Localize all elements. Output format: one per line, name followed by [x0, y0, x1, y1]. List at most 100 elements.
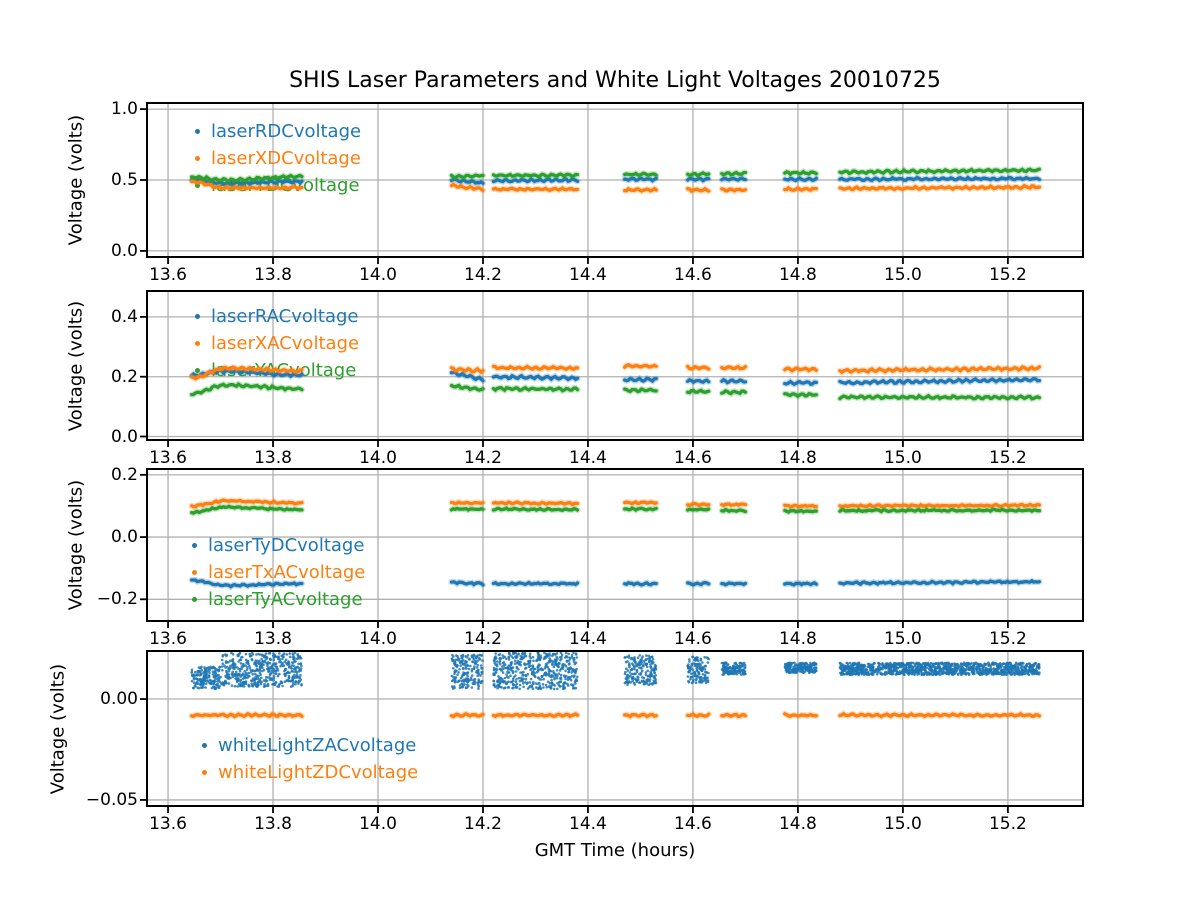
legend-marker-dot-icon [192, 569, 197, 575]
plot-data [140, 290, 1084, 447]
series-laserXDCvoltage [188, 178, 1043, 195]
series-laserTyDCvoltage [188, 577, 1043, 591]
x-tick-label: 14.6 [674, 814, 712, 834]
gridlines [146, 290, 1084, 441]
subplot-laser-tuning-voltages: Voltage (volts) laserTyDCvoltage laserTxA… [0, 464, 1200, 649]
subplot-laser-ac-voltages: Voltage (volts) laserRACvoltage laserXACv… [0, 290, 1200, 468]
axes-frame [146, 650, 1084, 807]
series-whiteLightZDCvoltage [188, 710, 1043, 721]
legend-marker-dot-icon [195, 367, 200, 373]
legend-marker-dot-icon [192, 542, 197, 548]
x-tick-label: 14.8 [778, 448, 817, 468]
legend-item-laserTyDCvoltage: laserTyDCvoltage [192, 534, 364, 556]
x-tick-label: 15.2 [988, 629, 1027, 649]
legend-label: laserRACvoltage [211, 305, 359, 327]
series-laserTxACvoltage [188, 496, 1043, 511]
x-tick-label: 14.2 [464, 448, 502, 468]
legend-label: laserTxACvoltage [208, 561, 366, 583]
y-tick-label: 0.0 [110, 426, 138, 447]
legend-label: laserTyDCvoltage [208, 534, 365, 556]
y-tick-label: 0.2 [110, 464, 138, 485]
x-tick-label: 13.6 [149, 265, 187, 285]
y-axis-label: Voltage (volts) [47, 663, 69, 794]
legend-item-laserTyACvoltage: laserTyACvoltage [192, 588, 363, 610]
y-tick-label: −0.05 [85, 789, 138, 810]
x-tick-label: 14.4 [569, 629, 607, 649]
x-tick-label: 13.8 [254, 629, 292, 649]
series-laserYDCvoltage [188, 165, 1043, 184]
axes-frame [146, 102, 1084, 258]
x-tick-label: 15.0 [883, 629, 922, 649]
y-tick-label: −0.2 [96, 589, 138, 610]
legend-item-laserXACvoltage: laserXACvoltage [195, 332, 359, 354]
x-tick-label: 14.8 [778, 265, 817, 285]
legend-label: laserRDCvoltage [211, 120, 362, 142]
x-tick-label: 13.8 [254, 448, 292, 468]
plot-data [140, 102, 1084, 264]
legend-marker-dot-icon [195, 340, 200, 346]
plot-data [140, 650, 1084, 813]
x-tick-label: 15.2 [988, 448, 1027, 468]
x-tick-label: 14.6 [674, 448, 712, 468]
y-tick-label: 1.0 [110, 99, 138, 120]
gridlines [146, 650, 1084, 807]
x-tick-label: 13.8 [254, 814, 292, 834]
plot-data [140, 468, 1084, 628]
legend-item-laserTxACvoltage: laserTxACvoltage [192, 561, 365, 583]
x-tick-label: 14.2 [464, 629, 502, 649]
y-tick-label: 0.0 [110, 527, 138, 548]
legend-marker-dot-icon [195, 128, 200, 134]
legend-item-laserXDCvoltage: laserXDCvoltage [195, 147, 361, 169]
gridlines [146, 468, 1084, 622]
legend-item-laserRDCvoltage: laserRDCvoltage [195, 120, 361, 142]
legend-label: whiteLightZDCvoltage [218, 761, 419, 783]
legend-label: laserXACvoltage [211, 332, 360, 354]
legend-item-laserRACvoltage: laserRACvoltage [195, 305, 358, 327]
legend-marker-dot-icon [195, 182, 200, 188]
x-tick-label: 14.0 [359, 814, 397, 834]
y-tick-label: 0.4 [110, 306, 138, 327]
x-tick-label: 14.0 [359, 265, 397, 285]
axes-frame [146, 290, 1084, 441]
tick-marks [140, 108, 1009, 264]
legend-marker-dot-icon [195, 155, 200, 161]
legend-marker-dot-icon [202, 769, 207, 775]
y-tick-label: 0.5 [110, 170, 138, 190]
legend-marker-dot-icon [202, 742, 207, 748]
x-tick-label: 14.4 [569, 814, 607, 834]
x-tick-label: 15.2 [988, 265, 1027, 285]
x-tick-label: 13.6 [149, 814, 187, 834]
legend-marker-dot-icon [192, 596, 197, 602]
x-tick-label: 14.4 [569, 265, 607, 285]
x-tick-label: 14.6 [674, 629, 712, 649]
series-laserRDCvoltage [188, 173, 1043, 189]
figure-title: SHIS Laser Parameters and White Light Vo… [289, 68, 941, 93]
x-tick-label: 14.2 [464, 814, 502, 834]
x-tick-label: 14.0 [359, 629, 397, 649]
x-tick-label: 14.0 [359, 448, 397, 468]
x-axis-label: GMT Time (hours) [534, 840, 696, 861]
x-tick-label: 14.8 [778, 629, 817, 649]
subplot-laser-dc-voltages: Voltage (volts) laserRDCvoltage laserXDCv… [0, 99, 1200, 285]
legend-item-whiteLightZACvoltage: whiteLightZACvoltage [202, 734, 416, 756]
x-tick-label: 15.0 [883, 448, 922, 468]
legend-label: laserTyACvoltage [208, 588, 363, 610]
axes-frame [146, 468, 1084, 622]
legend-item-whiteLightZDCvoltage: whiteLightZDCvoltage [202, 761, 418, 783]
y-tick-label: 0.00 [100, 689, 138, 710]
tick-marks [140, 473, 1009, 628]
legend-label: whiteLightZACvoltage [218, 734, 417, 756]
x-tick-label: 15.0 [883, 814, 922, 834]
legend-label: laserXDCvoltage [211, 147, 361, 169]
series-laserYACvoltage [188, 380, 1043, 403]
x-tick-label: 15.0 [883, 265, 922, 285]
y-tick-label: 0.2 [110, 366, 138, 387]
x-tick-label: 13.6 [149, 448, 187, 468]
x-tick-label: 13.6 [149, 629, 187, 649]
series-laserXACvoltage [188, 361, 1043, 383]
subplot-white-light-voltages: Voltage (volts) whiteLightZACvoltage whit… [0, 650, 1200, 834]
series-laserTyACvoltage [188, 502, 1043, 517]
x-tick-label: 14.4 [569, 448, 607, 468]
tick-marks [140, 698, 1009, 813]
